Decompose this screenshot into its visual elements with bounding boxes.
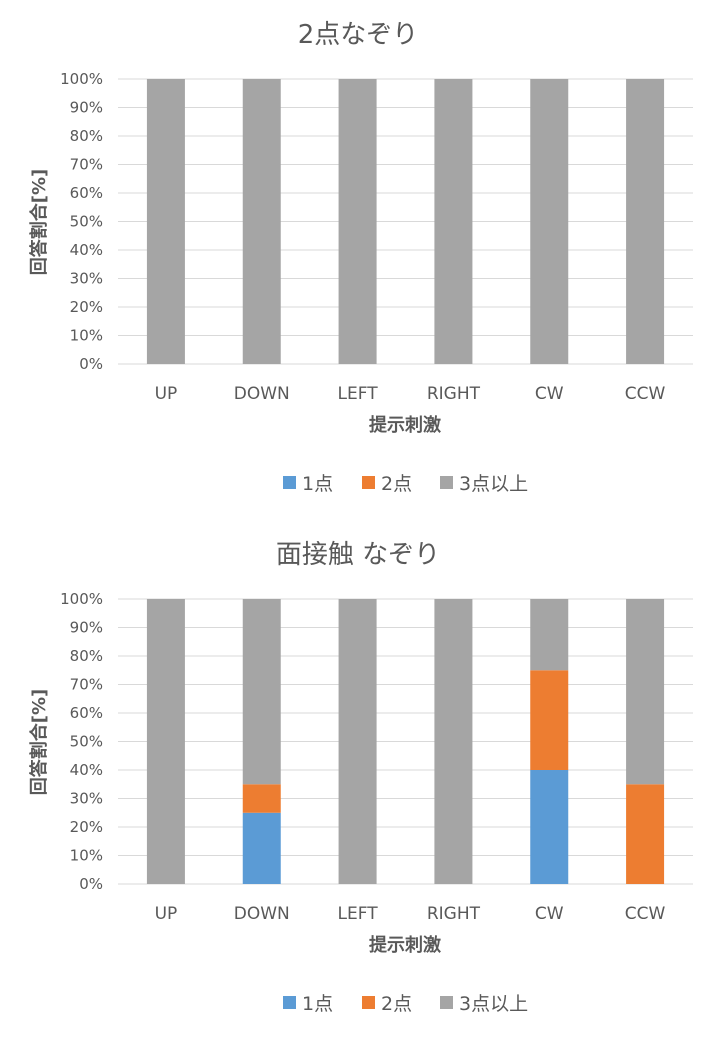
y-tick-label: 70% xyxy=(70,676,103,694)
y-tick-label: 40% xyxy=(70,761,103,779)
chart-surface-trace: 面接触 なぞり 0% 10% 20% 30% 40% 50% 60% 70% 80% 90% 100%… xyxy=(0,520,716,1039)
y-tick-label: 50% xyxy=(70,733,103,751)
bar-down-series-3 xyxy=(242,599,281,785)
x-category-label: UP xyxy=(155,384,178,404)
bar-cw-series-1 xyxy=(530,770,569,884)
chart-svg: 2点なぞり 0% 10% 20% 30% 40% 50% 60% 70% 80% 90% 100% UP… xyxy=(28,20,693,495)
y-tick-label: 30% xyxy=(70,790,103,808)
y-tick-label: 10% xyxy=(70,327,103,345)
bar-left-series-3 xyxy=(338,599,377,884)
x-axis-title: 提示刺激 xyxy=(369,414,441,436)
legend-label: 1点 xyxy=(302,993,333,1015)
chart-svg: 面接触 なぞり 0% 10% 20% 30% 40% 50% 60% 70% 80% 90% 100%… xyxy=(28,540,693,1015)
bar-ccw-series-3 xyxy=(626,599,665,785)
y-tick-label: 20% xyxy=(70,298,103,316)
x-category-label: RIGHT xyxy=(427,384,481,404)
legend-label: 1点 xyxy=(302,473,333,495)
legend-label: 2点 xyxy=(381,473,412,495)
y-tick-label: 30% xyxy=(70,270,103,288)
legend-label: 3点以上 xyxy=(459,473,528,495)
y-tick-label: 0% xyxy=(79,355,103,373)
chart-title: 2点なぞり xyxy=(298,20,419,50)
y-tick-label: 10% xyxy=(70,847,103,865)
y-tick-label: 0% xyxy=(79,875,103,893)
y-tick-label: 60% xyxy=(70,704,103,722)
bar-up-series-3 xyxy=(146,79,185,364)
legend-swatch xyxy=(362,996,375,1009)
y-tick-label: 90% xyxy=(70,619,103,637)
y-tick-label: 70% xyxy=(70,156,103,174)
legend-label: 3点以上 xyxy=(459,993,528,1015)
legend-label: 2点 xyxy=(381,993,412,1015)
legend-swatch xyxy=(440,476,453,489)
bar-right-series-3 xyxy=(434,79,473,364)
y-tick-label: 100% xyxy=(60,590,103,608)
bar-down-series-1 xyxy=(242,812,281,884)
legend-swatch xyxy=(283,996,296,1009)
bar-cw-series-3 xyxy=(530,79,569,364)
y-tick-label: 90% xyxy=(70,99,103,117)
bar-left-series-3 xyxy=(338,79,377,364)
y-tick-label: 50% xyxy=(70,213,103,231)
x-category-label: CCW xyxy=(625,384,666,404)
y-tick-label: 80% xyxy=(70,647,103,665)
x-category-label: UP xyxy=(155,904,178,924)
bar-down-series-2 xyxy=(242,784,281,813)
y-axis-title: 回答割合[%] xyxy=(28,169,50,276)
x-category-label: RIGHT xyxy=(427,904,481,924)
y-tick-label: 80% xyxy=(70,127,103,145)
bar-up-series-3 xyxy=(146,599,185,884)
legend-swatch xyxy=(362,476,375,489)
y-tick-label: 100% xyxy=(60,70,103,88)
x-category-label: LEFT xyxy=(338,904,379,924)
bar-ccw-series-2 xyxy=(626,784,665,884)
x-category-label: DOWN xyxy=(234,904,290,924)
x-category-label: CCW xyxy=(625,904,666,924)
x-category-label: CW xyxy=(535,384,564,404)
chart-2point-trace: 2点なぞり 0% 10% 20% 30% 40% 50% 60% 70% 80% 90% 100% UP… xyxy=(0,0,716,519)
x-axis-title: 提示刺激 xyxy=(369,934,441,956)
bar-ccw-series-3 xyxy=(626,79,665,364)
y-tick-label: 60% xyxy=(70,184,103,202)
x-category-label: CW xyxy=(535,904,564,924)
y-axis-title: 回答割合[%] xyxy=(28,689,50,796)
x-category-label: LEFT xyxy=(338,384,379,404)
bar-cw-series-3 xyxy=(530,599,569,671)
y-tick-label: 20% xyxy=(70,818,103,836)
bar-right-series-3 xyxy=(434,599,473,884)
legend-swatch xyxy=(283,476,296,489)
bar-cw-series-2 xyxy=(530,670,569,770)
y-tick-label: 40% xyxy=(70,241,103,259)
bar-down-series-3 xyxy=(242,79,281,364)
legend-swatch xyxy=(440,996,453,1009)
chart-title: 面接触 なぞり xyxy=(276,540,440,570)
x-category-label: DOWN xyxy=(234,384,290,404)
